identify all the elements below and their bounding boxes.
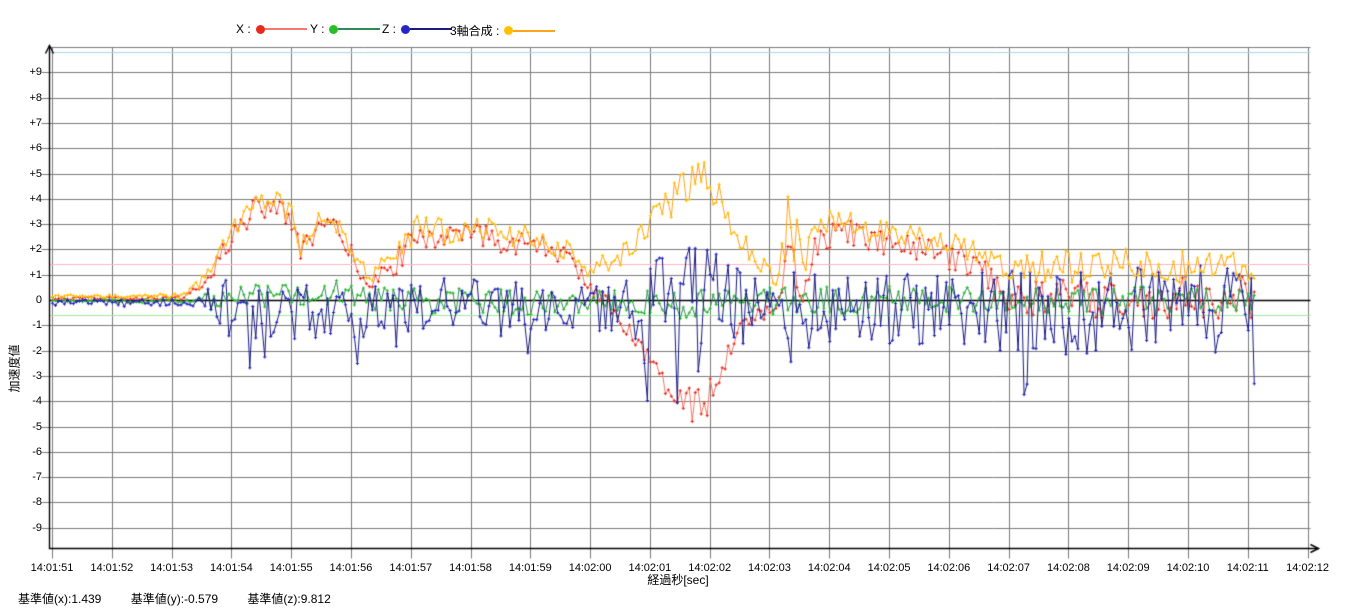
legend-item-composite: 3軸合成 : [450,22,556,39]
y-tick-label: -4 [32,395,42,408]
y-tick-label: +6 [29,142,42,155]
x-tick-label: 14:02:00 [568,562,612,574]
legend-line-composite-icon [513,29,556,32]
legend-dot-z-icon [401,24,410,34]
x-tick-label: 14:01:53 [150,562,193,574]
x-tick-label: 14:01:57 [389,562,433,574]
reference-value-z: 基準値(z):9.812 [247,592,331,606]
y-tick-label: +4 [29,192,42,205]
y-tick-label: -2 [32,344,42,357]
reference-values: 基準値(x):1.439 基準値(y):-0.579 基準値(z):9.812 [18,590,357,607]
x-tick-label: 14:02:10 [1166,562,1210,574]
x-tick-label: 14:01:55 [269,562,313,574]
x-tick-label: 14:02:06 [927,562,971,574]
reference-value-y: 基準値(y):-0.579 [130,592,219,606]
y-tick-label: -3 [32,369,42,382]
x-tick-label: 14:01:52 [90,562,134,574]
legend-label-composite: 3軸合成 : [450,24,500,38]
legend-item-x: X : [236,22,307,36]
x-axis-title: 経過秒[sec] [647,573,709,587]
x-tick-label: 14:01:54 [209,562,253,574]
y-tick-label: +9 [29,66,42,79]
legend-dot-y-icon [329,24,339,34]
legend-item-y: Y : [310,22,381,36]
y-tick-label: -1 [32,319,42,332]
x-tick-label: 14:02:12 [1286,562,1329,574]
x-tick-label: 14:02:08 [1047,562,1090,574]
legend-dot-x-icon [255,24,265,34]
y-tick-label: +7 [29,116,42,129]
y-tick-label: -6 [32,445,42,458]
x-tick-label: 14:01:58 [449,562,492,574]
y-tick-label: +1 [29,268,42,281]
x-tick-label: 14:02:07 [987,562,1031,574]
x-tick-label: 14:02:03 [748,562,791,574]
y-tick-label: -7 [32,471,42,484]
x-tick-label: 14:02:01 [628,562,672,574]
legend-line-y-icon [338,28,381,30]
legend-line-z-icon [410,28,452,30]
x-tick-label: 14:01:59 [508,562,552,574]
y-tick-label: 0 [35,294,42,306]
legend-line-x-icon [264,28,307,30]
x-tick-label: 14:02:11 [1226,562,1269,574]
y-tick-label: +8 [29,91,42,104]
y-tick-label: +5 [29,167,42,180]
x-tick-label: 14:02:09 [1106,562,1150,574]
x-tick-label: 14:01:56 [329,562,373,574]
legend-label-y: Y : [310,22,325,36]
x-tick-label: 14:02:04 [807,562,851,574]
reference-value-x: 基準値(x):1.439 [18,592,102,606]
legend-item-z: Z : [382,22,452,36]
y-tick-label: -5 [32,420,42,433]
legend-label-z: Z : [382,22,396,36]
y-tick-label: -9 [32,521,42,534]
x-tick-label: 14:01:51 [30,562,74,574]
x-tick-label: 14:02:05 [867,562,911,574]
legend-dot-composite-icon [504,26,514,35]
y-tick-label: -8 [32,496,42,509]
x-tick-label: 14:02:02 [688,562,732,574]
legend: X : Y : Z : 3軸合成 : [0,0,1350,40]
legend-label-x: X : [236,22,251,36]
y-tick-label: +3 [29,218,42,231]
y-tick-label: +2 [29,243,42,256]
